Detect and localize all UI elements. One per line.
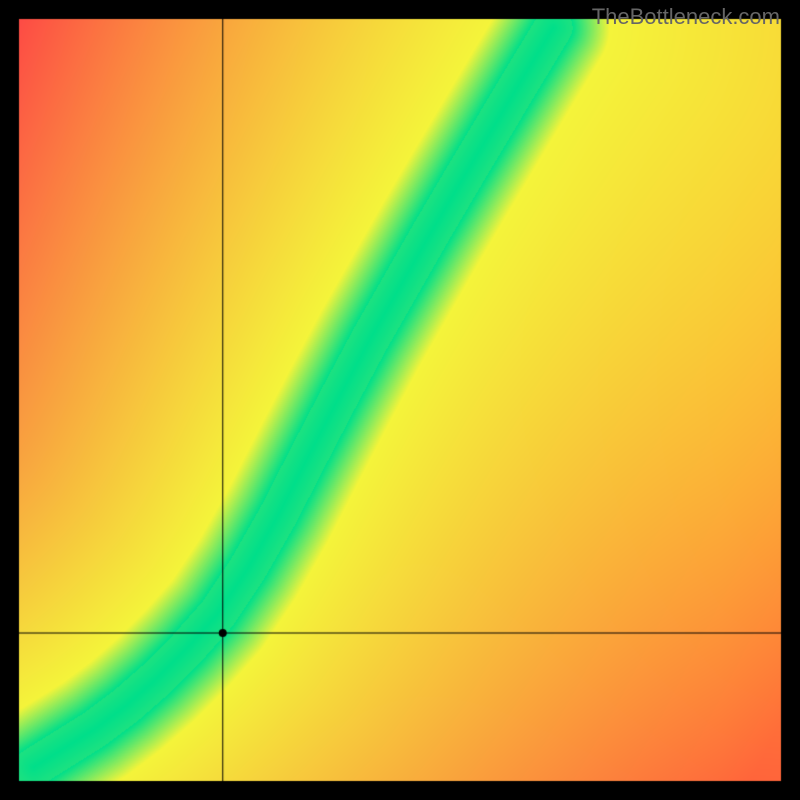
bottleneck-heatmap bbox=[0, 0, 800, 800]
watermark-text: TheBottleneck.com bbox=[592, 4, 780, 30]
